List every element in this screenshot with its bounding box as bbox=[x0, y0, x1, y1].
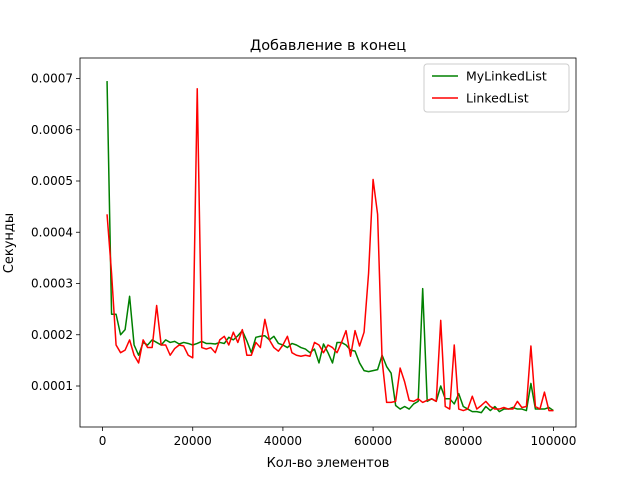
y-axis-label: Секунды bbox=[2, 213, 17, 273]
x-tick-label: 0 bbox=[99, 434, 107, 448]
legend-box bbox=[423, 63, 570, 113]
legend: MyLinkedList LinkedList bbox=[423, 63, 570, 113]
y-tick-label: 0.0007 bbox=[31, 72, 73, 86]
plot-frame bbox=[79, 57, 577, 428]
series-line-linkedlist bbox=[106, 88, 554, 412]
x-tick-label: 40000 bbox=[264, 434, 302, 448]
x-tick-label: 80000 bbox=[444, 434, 482, 448]
x-axis-ticks: 0 20000 40000 60000 80000 100000 bbox=[99, 427, 577, 448]
y-tick-label: 0.0001 bbox=[31, 379, 73, 393]
x-tick-label: 20000 bbox=[174, 434, 212, 448]
chart-title: Добавление в конец bbox=[250, 38, 406, 54]
legend-label-mylinkedlist: MyLinkedList bbox=[466, 69, 547, 84]
y-tick-label: 0.0002 bbox=[31, 328, 73, 342]
plot-area bbox=[79, 57, 577, 428]
legend-label-linkedlist: LinkedList bbox=[466, 91, 529, 106]
y-tick-label: 0.0003 bbox=[31, 277, 73, 291]
y-tick-label: 0.0006 bbox=[31, 123, 73, 137]
y-tick-label: 0.0005 bbox=[31, 174, 73, 188]
y-axis-ticks: 0.0001 0.0002 0.0003 0.0004 0.0005 0.0006 0.00… bbox=[31, 72, 80, 393]
x-tick-label: 60000 bbox=[354, 434, 392, 448]
x-tick-label: 100000 bbox=[531, 434, 577, 448]
series-line-mylinkedlist bbox=[106, 81, 554, 414]
y-tick-label: 0.0004 bbox=[31, 225, 73, 239]
x-axis-label: Кол-во элементов bbox=[267, 456, 390, 471]
